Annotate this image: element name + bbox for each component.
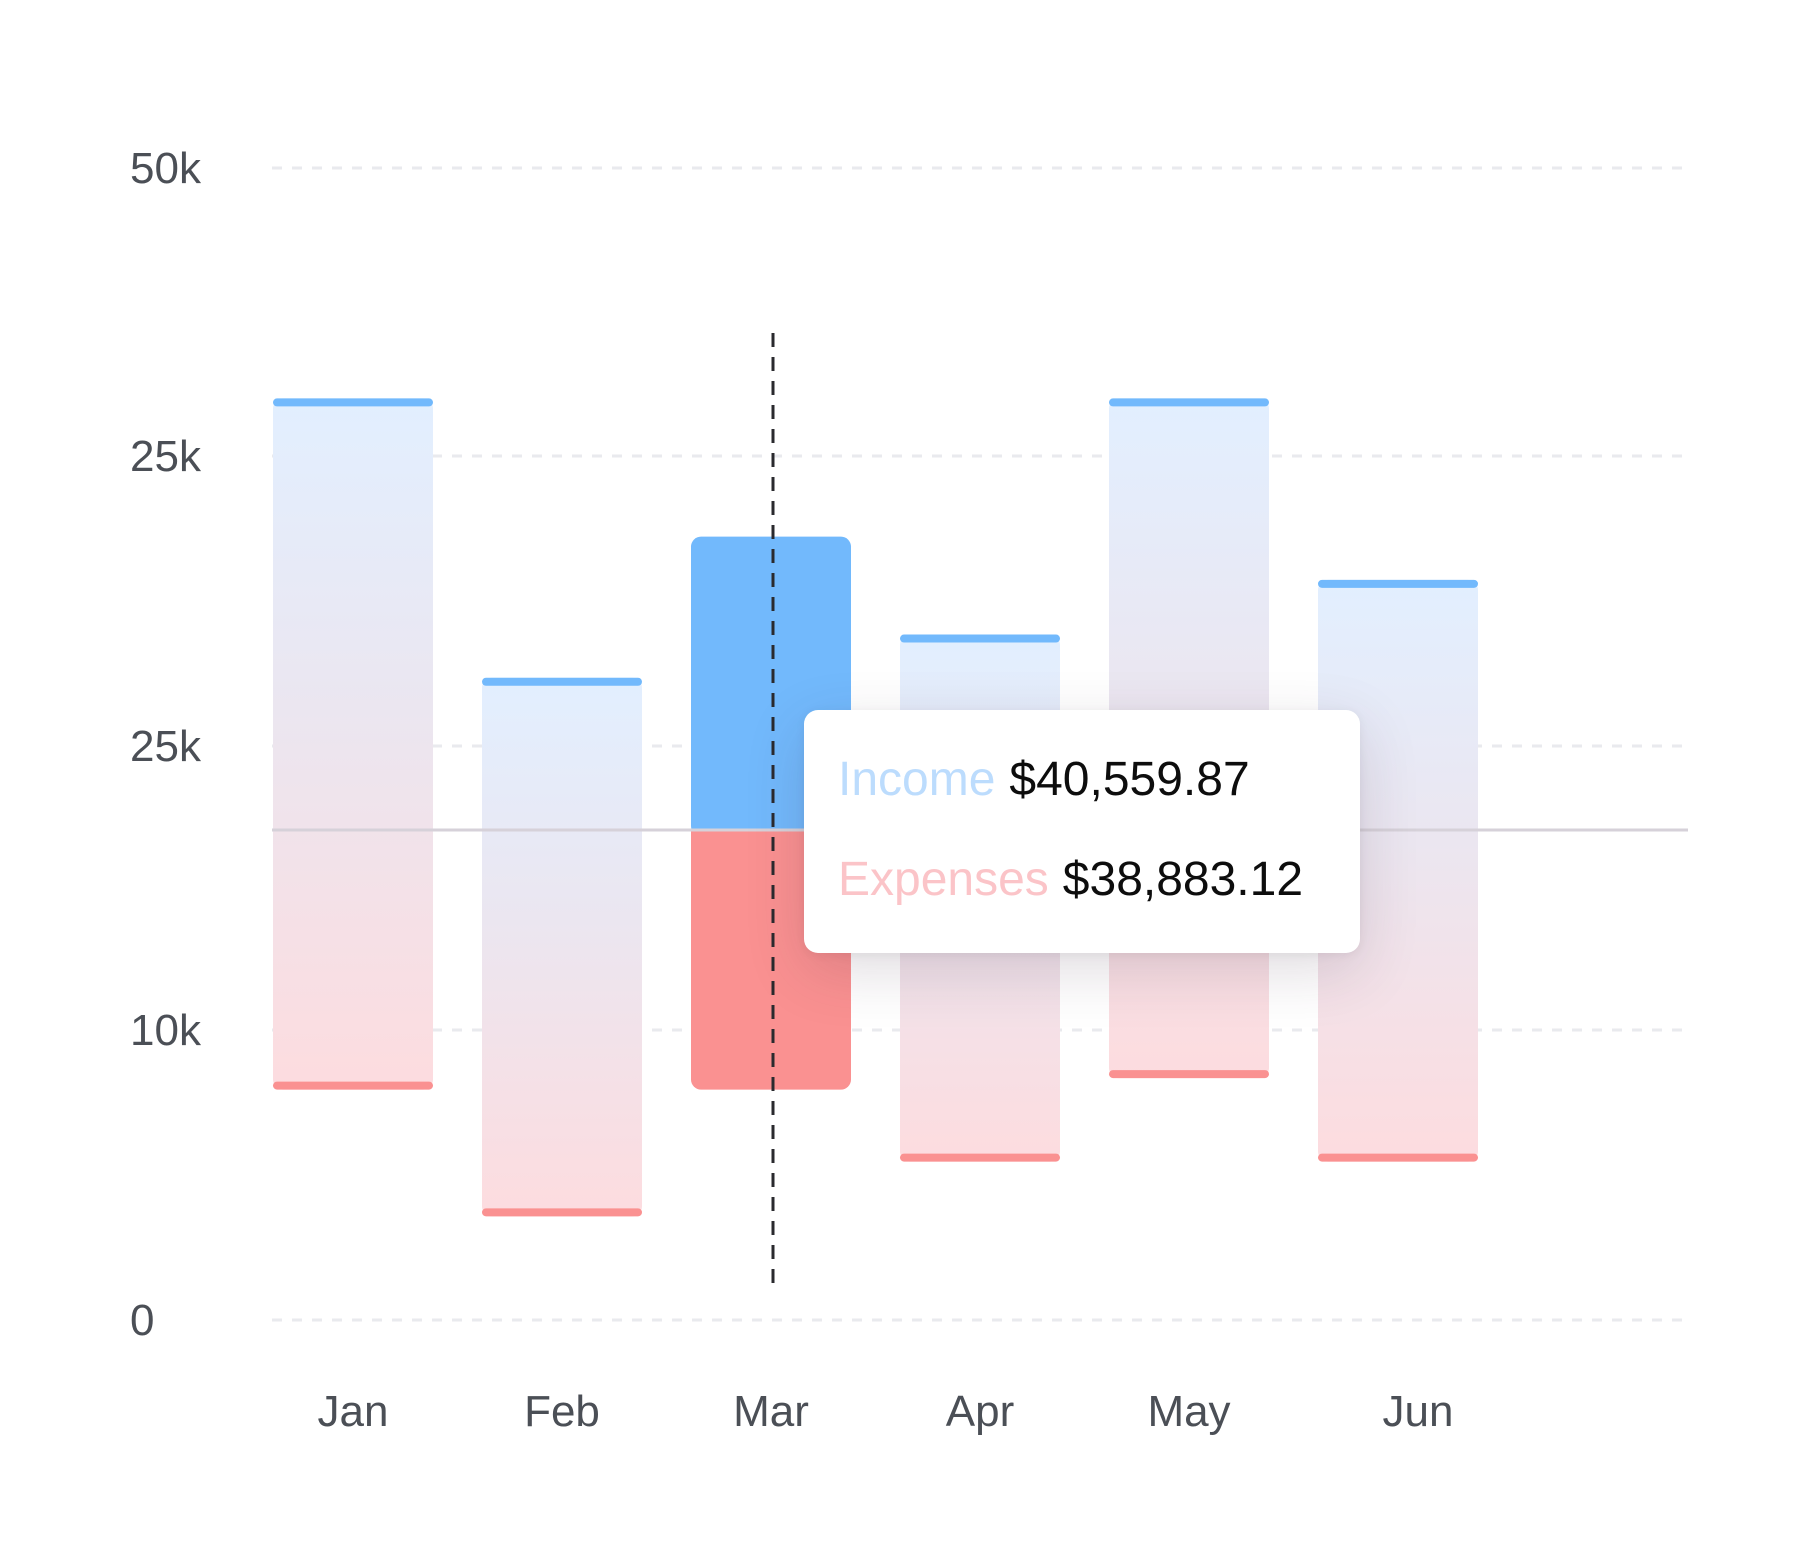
income-cap	[1109, 398, 1269, 407]
tooltip-expenses-value: $38,883.12	[1062, 853, 1304, 906]
x-tick-label: Feb	[524, 1387, 600, 1436]
range-bar	[273, 398, 433, 1090]
tooltip-income-label: Income	[838, 753, 996, 806]
expenses-cap	[1318, 1153, 1478, 1162]
expenses-cap	[1109, 1070, 1269, 1079]
range-bar	[482, 677, 642, 1217]
expenses-cap	[273, 1081, 433, 1090]
income-cap	[482, 677, 642, 686]
x-tick-label: Jan	[318, 1387, 389, 1436]
tooltip-income-row: Income $40,559.87	[838, 752, 1250, 807]
chart-tooltip: Income $40,559.87 Expenses $38,883.12	[804, 710, 1360, 953]
expenses-cap	[900, 1153, 1060, 1162]
tooltip-income-value: $40,559.87	[1009, 753, 1250, 806]
expenses-cap	[482, 1208, 642, 1217]
tooltip-expenses-row: Expenses $38,883.12	[838, 852, 1303, 907]
y-tick-label: 0	[130, 1296, 154, 1345]
tooltip-expenses-label: Expenses	[838, 853, 1049, 906]
x-tick-label: Jun	[1383, 1387, 1454, 1436]
x-tick-label: Mar	[733, 1387, 809, 1436]
y-tick-label: 50k	[130, 144, 202, 193]
income-cap	[1318, 579, 1478, 588]
x-tick-label: Apr	[946, 1387, 1014, 1436]
y-tick-label: 10k	[130, 1006, 202, 1055]
income-cap	[273, 398, 433, 407]
y-tick-label: 25k	[130, 722, 202, 771]
income-cap	[900, 634, 1060, 643]
x-tick-label: May	[1147, 1387, 1230, 1436]
y-tick-label: 25k	[130, 432, 202, 481]
